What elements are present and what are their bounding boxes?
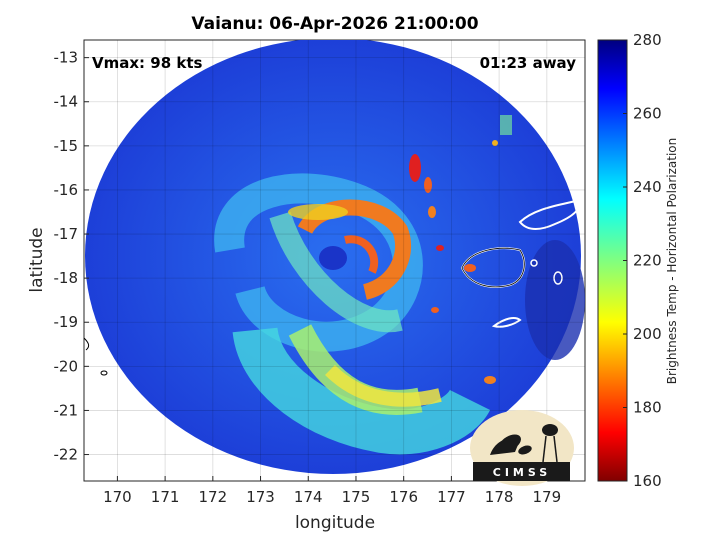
- y-tick-label: -16: [54, 181, 79, 199]
- swath-edge: [500, 115, 512, 135]
- y-tick-label: -19: [54, 313, 79, 331]
- eye: [319, 246, 347, 270]
- convective-cell: [409, 154, 421, 182]
- coastline-islet: [100, 370, 108, 376]
- colorbar-tick-label: 260: [633, 105, 662, 123]
- y-axis-label: latitude: [27, 227, 47, 292]
- y-tick-label: -15: [54, 137, 79, 155]
- water-tower-icon: [542, 424, 558, 436]
- x-tick-label: 172: [199, 488, 228, 506]
- coastline-islet: [530, 259, 538, 267]
- colorbar-tick-label: 220: [633, 252, 662, 270]
- coastline-islet: [553, 271, 563, 285]
- warm-region: [525, 240, 585, 360]
- convective-cell: [436, 245, 444, 251]
- x-tick-label: 171: [151, 488, 180, 506]
- y-tick-label: -22: [54, 446, 79, 464]
- grid: [84, 40, 585, 481]
- convective-cell: [492, 140, 498, 146]
- microwave-swath: [84, 40, 585, 474]
- eyewall-yellow: [288, 204, 348, 220]
- colorbar-tick-label: 280: [633, 31, 662, 49]
- map-title: Vaianu: 06-Apr-2026 21:00:00: [191, 14, 478, 34]
- coastline-viti-levu-inner: [461, 247, 525, 288]
- away-label: 01:23 away: [480, 54, 577, 72]
- x-tick-label: 175: [342, 488, 371, 506]
- yellow-band: [325, 364, 442, 407]
- colorbar: [597, 39, 628, 482]
- x-tick-label: 179: [533, 488, 562, 506]
- y-tick-label: -14: [54, 93, 79, 111]
- eyewall-inner: [344, 235, 379, 274]
- coastline-kadavu: [491, 317, 522, 328]
- y-tick-label: -13: [54, 49, 79, 67]
- y-tick-label: -21: [54, 401, 79, 419]
- spiral-band-south: [232, 326, 491, 455]
- cimss-logo: CIMSS: [470, 410, 574, 486]
- colorbar-tick-label: 200: [633, 325, 662, 343]
- coastline-vanua-levu: [518, 198, 582, 230]
- x-tick-label: 173: [246, 488, 275, 506]
- colorbar-ticks: 280 260 240 220 200 180 160: [623, 31, 662, 490]
- convective-cell: [428, 206, 436, 218]
- x-tick-label: 174: [294, 488, 323, 506]
- y-axis-ticks: -13 -14 -15 -16 -17 -18 -19 -20 -21 -22: [54, 49, 89, 464]
- x-tick-label: 170: [103, 488, 132, 506]
- x-tick-label: 176: [389, 488, 418, 506]
- vmax-label: Vmax: 98 kts: [92, 54, 202, 72]
- y-tick-label: -18: [54, 269, 79, 287]
- colorbar-label: Brightness Temp - Horizontal Polarizatio…: [665, 138, 679, 385]
- colorbar-tick-label: 240: [633, 178, 662, 196]
- convective-cell: [424, 177, 432, 193]
- convective-cell: [431, 307, 439, 313]
- logo-text: CIMSS: [493, 466, 551, 479]
- satellite-dish-icon: [518, 445, 532, 455]
- x-tick-label: 177: [437, 488, 466, 506]
- y-tick-label: -20: [54, 357, 79, 375]
- x-axis-label: longitude: [295, 513, 375, 533]
- logo-banner: [473, 462, 570, 481]
- satellite-dish-icon: [499, 434, 521, 452]
- x-axis-ticks: 170 171 172 173 174 175 176 177 178 179: [103, 476, 561, 506]
- convective-cell: [464, 264, 476, 272]
- colorbar-tick-label: 160: [633, 472, 662, 490]
- colorbar-tick-label: 180: [633, 399, 662, 417]
- x-tick-label: 178: [485, 488, 514, 506]
- coastline-islet: [84, 337, 90, 351]
- inner-band: [269, 211, 403, 333]
- convective-cell: [484, 376, 496, 384]
- y-tick-label: -17: [54, 225, 79, 243]
